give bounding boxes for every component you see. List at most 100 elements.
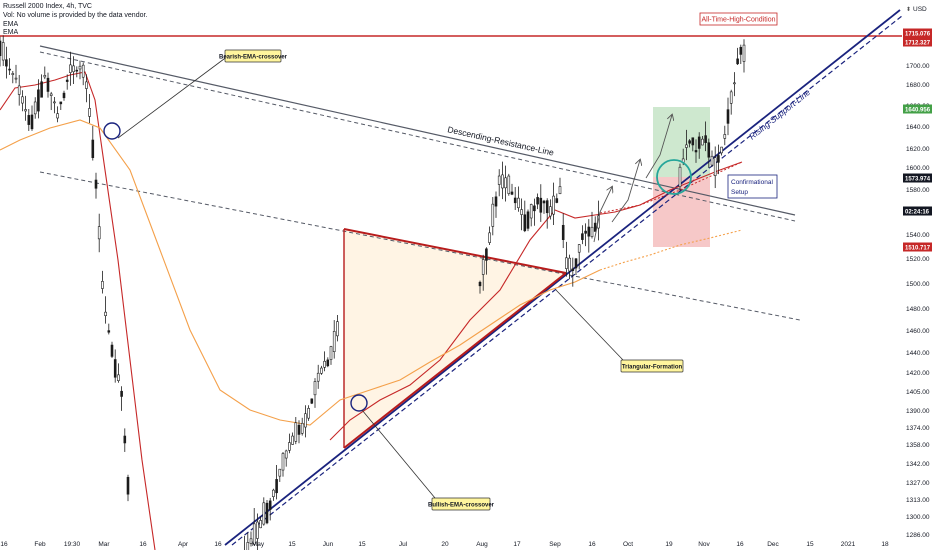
candle-body xyxy=(294,422,298,442)
candle-body xyxy=(288,442,291,451)
y-tick-label: 1327.00 xyxy=(906,480,930,487)
candle-body xyxy=(694,150,698,153)
y-tick-label: 1374.00 xyxy=(906,425,930,432)
forecast-arrow xyxy=(593,187,612,243)
candle-body xyxy=(729,91,733,104)
candle-body xyxy=(97,226,101,240)
candle-body xyxy=(545,200,549,214)
candle-body xyxy=(62,92,66,99)
price-tag-box xyxy=(903,37,932,47)
x-tick-label: Jul xyxy=(399,541,408,548)
candle-body xyxy=(59,101,63,105)
candle-body xyxy=(85,81,88,89)
candle-body xyxy=(529,204,533,219)
candle-body xyxy=(120,390,123,397)
ema-fast-projection xyxy=(599,161,743,214)
candle-body xyxy=(481,259,485,275)
candle-body xyxy=(8,68,11,71)
x-tick-label: Feb xyxy=(34,541,46,548)
x-tick-label: 16 xyxy=(736,541,744,548)
confirmational-label-line2: Setup xyxy=(731,189,748,196)
candle-body xyxy=(504,177,507,189)
candle-body xyxy=(593,222,597,232)
price-tag-label: 1640.956 xyxy=(905,107,931,113)
candle-body xyxy=(581,233,584,240)
y-tick-label: 1342.00 xyxy=(906,461,930,468)
x-tick-label: 2021 xyxy=(841,541,856,548)
descending-resistance-line xyxy=(39,45,796,216)
candle-body xyxy=(565,257,568,269)
bullish-callout-leader xyxy=(361,409,436,499)
price-tag-label: 1712.327 xyxy=(905,40,931,46)
candle-body xyxy=(11,73,15,75)
y-tick-label: 1680.00 xyxy=(906,82,930,89)
candle-body xyxy=(46,77,50,92)
candle-body xyxy=(24,109,27,112)
y-tick-label: 1580.00 xyxy=(906,187,930,194)
candle-body xyxy=(65,79,69,82)
candle-body xyxy=(717,155,720,163)
candle-body xyxy=(485,248,488,261)
y-tick-label: 1358.00 xyxy=(906,442,930,449)
candle-body xyxy=(259,520,262,529)
candle-body xyxy=(574,258,578,269)
x-tick-label: Dec xyxy=(767,541,779,548)
candle-body xyxy=(584,230,587,234)
rising-support-label: Rising-Support-Line xyxy=(747,87,812,142)
bullish-crossover-label-box xyxy=(431,497,491,511)
y-tick-label: 1460.00 xyxy=(906,328,930,335)
price-tag-label: 02:24:16 xyxy=(905,209,930,215)
price-tag-box xyxy=(903,206,932,216)
x-tick-label: 15 xyxy=(358,541,366,548)
volume-note: Vol: No volume is provided by the data v… xyxy=(3,12,148,19)
candle-body xyxy=(478,281,482,287)
candle-body xyxy=(40,81,43,98)
indicator-label-ema-1: EMA xyxy=(3,21,19,28)
x-tick-label: 16 xyxy=(214,541,222,548)
candle-body xyxy=(742,44,746,62)
candle-body xyxy=(688,140,691,144)
ema-slow-projection xyxy=(599,229,743,271)
candle-body xyxy=(501,174,504,189)
candle-body xyxy=(300,422,304,434)
candle-body xyxy=(701,138,704,146)
candle-body xyxy=(284,450,288,459)
candle-body xyxy=(304,413,307,428)
confirmation-circle xyxy=(656,159,692,195)
forecast-arrow xyxy=(611,160,640,223)
candle-body xyxy=(326,359,330,367)
candle-body xyxy=(262,502,266,525)
bullish-crossover-circle xyxy=(350,394,368,412)
bearish-crossover-label: Bearish-EMA-crossover xyxy=(219,54,288,60)
candle-body xyxy=(252,523,256,545)
candle-body xyxy=(101,281,104,289)
triangle-callout-leader xyxy=(555,289,624,361)
candle-body xyxy=(513,197,517,204)
x-tick-label: 20 xyxy=(441,541,449,548)
y-tick-label: 1600.00 xyxy=(906,165,930,172)
lower-channel-dashed xyxy=(39,171,801,321)
y-tick-label: 1300.00 xyxy=(906,514,930,521)
y-tick-label: 1405.00 xyxy=(906,389,930,396)
candle-body xyxy=(53,101,56,104)
y-tick-label: 1440.00 xyxy=(906,350,930,357)
price-tag-label: 1573.974 xyxy=(905,176,931,182)
y-tick-label: 1480.00 xyxy=(906,306,930,313)
candle-body xyxy=(113,359,117,378)
y-axis-adjust-icon: ⬍ xyxy=(906,6,911,13)
candle-body xyxy=(307,408,310,419)
candle-body xyxy=(56,113,59,119)
candle-body xyxy=(336,321,339,337)
x-tick-label: Jun xyxy=(323,541,334,548)
bearish-callout-leader xyxy=(117,55,229,139)
price-tag-box xyxy=(903,242,932,252)
y-tick-label: 1520.00 xyxy=(906,256,930,263)
x-tick-label: Mar xyxy=(98,541,110,548)
candle-body xyxy=(685,144,688,148)
y-tick-label: 1500.00 xyxy=(906,281,930,288)
candle-body xyxy=(265,502,269,524)
x-tick-label: Nov xyxy=(698,541,710,548)
candle-body xyxy=(33,101,37,115)
candle-body xyxy=(491,203,495,227)
